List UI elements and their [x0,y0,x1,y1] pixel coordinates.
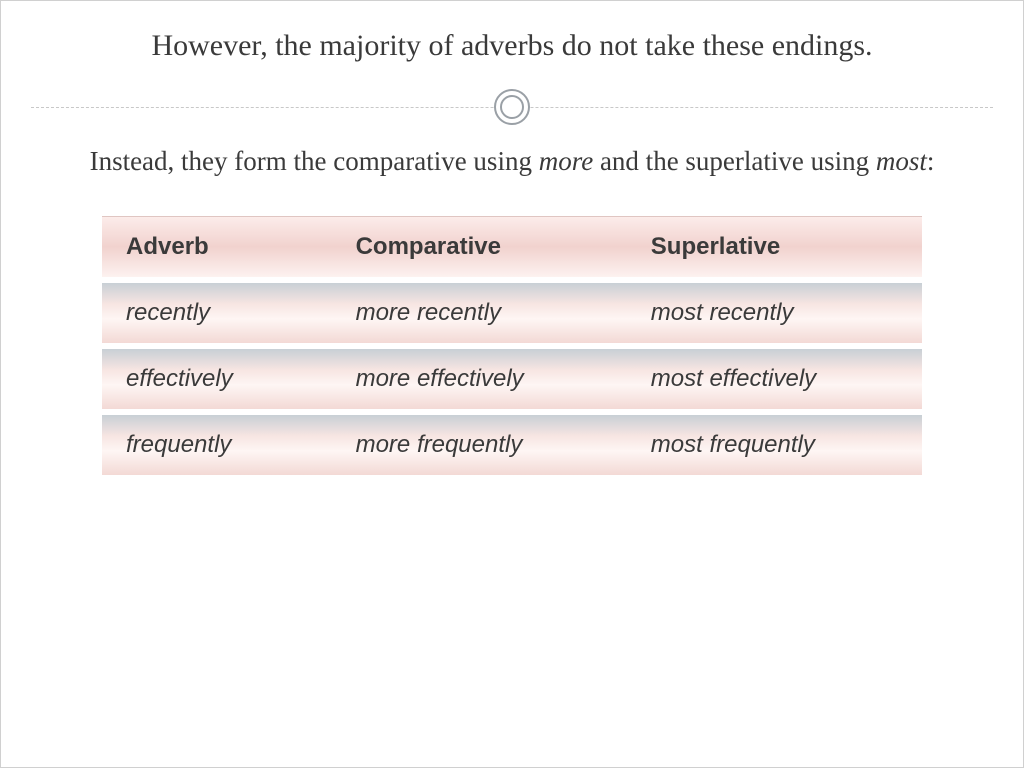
title-section: However, the majority of adverbs do not … [31,21,993,85]
cell-superlative: most frequently [627,415,922,475]
cell-comparative: more effectively [332,349,627,409]
cell-adverb: recently [102,283,332,343]
subtitle-italic-more: more [539,146,594,176]
subtitle-part: : [927,146,935,176]
subtitle-text: Instead, they form the comparative using… [71,139,953,185]
cell-comparative: more recently [332,283,627,343]
subtitle-part: Instead, they form the comparative using [90,146,539,176]
table-header-row: Adverb Comparative Superlative [102,216,922,277]
table-row: recently more recently most recently [102,283,922,343]
cell-comparative: more frequently [332,415,627,475]
slide: However, the majority of adverbs do not … [0,0,1024,768]
col-header-adverb: Adverb [102,216,332,277]
subtitle-italic-most: most [876,146,927,176]
ring-inner-icon [500,95,524,119]
comparison-table: Adverb Comparative Superlative recently … [102,210,922,481]
cell-superlative: most recently [627,283,922,343]
cell-superlative: most effectively [627,349,922,409]
title-text: However, the majority of adverbs do not … [91,26,933,67]
col-header-superlative: Superlative [627,216,922,277]
subtitle-section: Instead, they form the comparative using… [31,139,993,203]
subtitle-part: and the superlative using [593,146,876,176]
ring-icon [494,89,530,125]
table-row: effectively more effectively most effect… [102,349,922,409]
comparison-table-wrap: Adverb Comparative Superlative recently … [102,210,922,481]
cell-adverb: frequently [102,415,332,475]
cell-adverb: effectively [102,349,332,409]
table-row: frequently more frequently most frequent… [102,415,922,475]
divider [31,89,993,125]
col-header-comparative: Comparative [332,216,627,277]
